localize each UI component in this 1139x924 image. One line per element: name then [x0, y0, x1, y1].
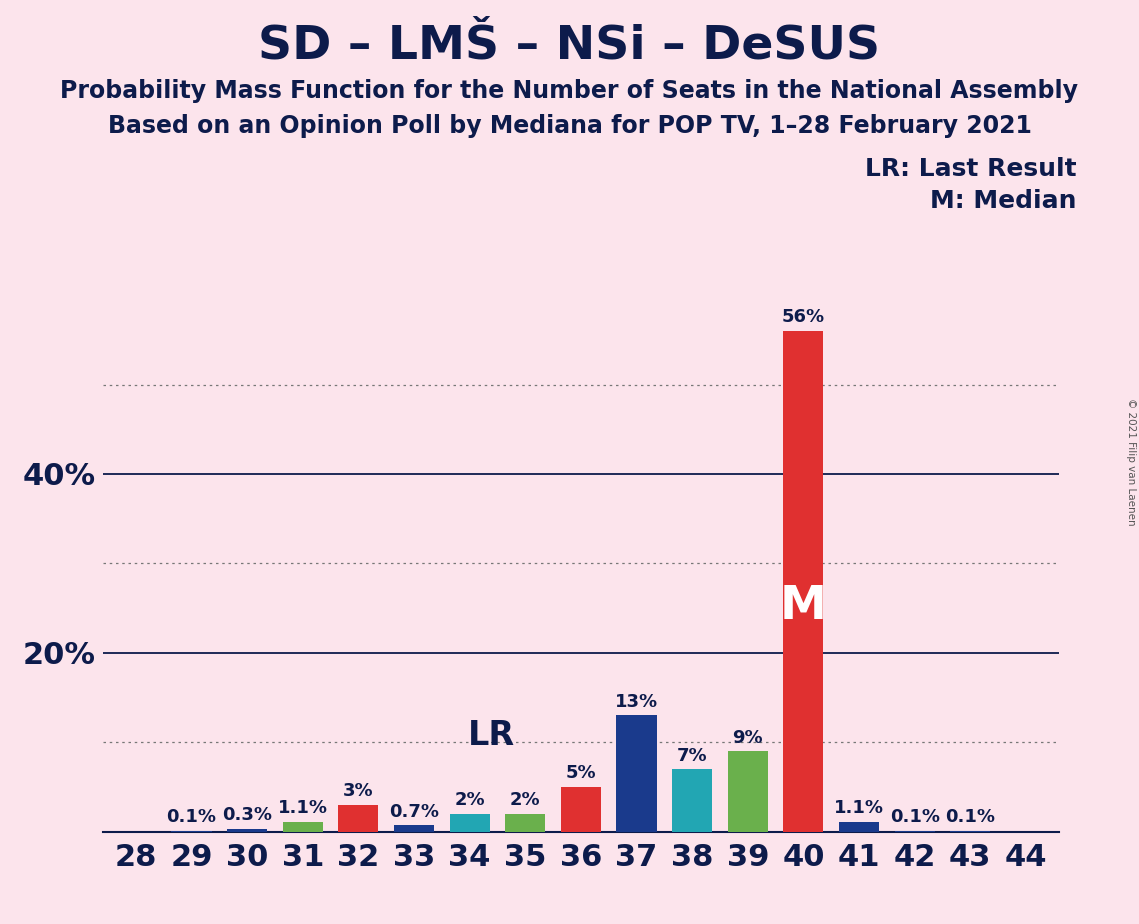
Text: 0.1%: 0.1%	[166, 808, 216, 826]
Text: M: Median: M: Median	[929, 189, 1076, 213]
Bar	[227, 829, 268, 832]
Bar	[784, 331, 823, 832]
Bar	[450, 814, 490, 832]
Bar	[560, 787, 601, 832]
Text: 9%: 9%	[732, 729, 763, 747]
Bar	[338, 805, 378, 832]
Text: 7%: 7%	[677, 747, 707, 764]
Bar	[394, 825, 434, 832]
Text: 3%: 3%	[343, 783, 374, 800]
Text: 0.1%: 0.1%	[890, 808, 940, 826]
Bar	[839, 821, 879, 832]
Text: SD – LMŠ – NSi – DeSUS: SD – LMŠ – NSi – DeSUS	[259, 23, 880, 68]
Text: 1.1%: 1.1%	[834, 799, 884, 818]
Text: 0.7%: 0.7%	[390, 803, 439, 821]
Bar	[506, 814, 546, 832]
Bar	[616, 715, 656, 832]
Text: LR: Last Result: LR: Last Result	[865, 157, 1076, 181]
Text: 2%: 2%	[454, 791, 485, 809]
Text: 1.1%: 1.1%	[278, 799, 328, 818]
Text: 0.3%: 0.3%	[222, 807, 272, 824]
Text: M: M	[780, 584, 827, 628]
Text: © 2021 Filip van Laenen: © 2021 Filip van Laenen	[1126, 398, 1136, 526]
Text: 5%: 5%	[566, 764, 596, 783]
Text: 13%: 13%	[615, 693, 658, 711]
Bar	[672, 769, 712, 832]
Text: Probability Mass Function for the Number of Seats in the National Assembly: Probability Mass Function for the Number…	[60, 79, 1079, 103]
Text: 2%: 2%	[510, 791, 541, 809]
Text: 0.1%: 0.1%	[945, 808, 995, 826]
Bar	[728, 751, 768, 832]
Bar	[282, 821, 322, 832]
Text: LR: LR	[468, 719, 516, 751]
Text: 56%: 56%	[781, 309, 825, 326]
Text: Based on an Opinion Poll by Mediana for POP TV, 1–28 February 2021: Based on an Opinion Poll by Mediana for …	[107, 114, 1032, 138]
